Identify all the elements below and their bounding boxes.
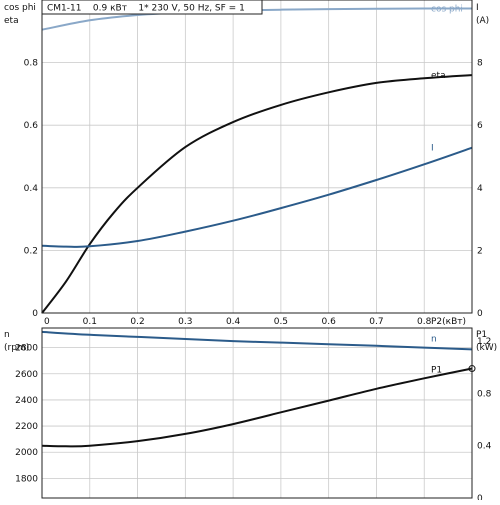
lower-right-tick-label: 0.4: [477, 442, 492, 452]
upper-right-tick-label: 8: [477, 59, 483, 69]
lower-right-tick-label: 0: [477, 494, 483, 500]
upper-tick-labels: 0 0.2 0.4 0.6 0.8 0 2 4 6 8 0 0.1 0.2 0.3 0.4 0.5 0.6 0.7…: [24, 59, 483, 327]
title-box: [41, 0, 263, 15]
lower-left-axis-label-rpm: (rpm): [4, 343, 29, 353]
upper-left-tick-label: 0.2: [24, 246, 38, 256]
lower-plot-frame: [41, 327, 473, 499]
left-axis-label-eta: eta: [4, 16, 19, 26]
upper-right-tick-label: 6: [477, 121, 483, 131]
lower-left-tick-label: 2400: [15, 396, 38, 406]
x-tick-label: 0.1: [83, 317, 97, 327]
upper-left-tick-label: 0.6: [24, 121, 39, 131]
series-label-eta: eta: [431, 71, 446, 81]
x-tick-label: 0.5: [274, 317, 288, 327]
x-tick-label: 0.8: [417, 317, 432, 327]
lower-right-axis-label-kw: (kW): [476, 343, 497, 353]
x-tick-label: 0.3: [178, 317, 192, 327]
upper-right-tick-label: 4: [477, 184, 483, 194]
lower-tick-labels: 1800 2000 2200 2400 2600 2800 0 0.4 0.8 1.2: [15, 337, 492, 504]
x-tick-label: 0.7: [369, 317, 383, 327]
upper-left-tick-label: 0.4: [24, 184, 39, 194]
x-tick-label: 0.2: [130, 317, 144, 327]
upper-plot-frame: [41, 0, 473, 314]
series-label-p1: P1: [431, 366, 442, 376]
x-tick-label: 0.4: [226, 317, 241, 327]
lower-left-tick-label: 1800: [15, 474, 38, 484]
series-line-i: [41, 146, 473, 248]
series-label-n: n: [431, 334, 437, 344]
upper-left-tick-label: 0: [32, 309, 38, 319]
upper-left-tick-label: 0.8: [24, 59, 39, 69]
lower-left-tick-label: 2200: [15, 422, 38, 432]
series-label-i: I: [431, 144, 434, 154]
upper-right-tick-label: 0: [477, 309, 483, 319]
lower-right-tick-label: 0.8: [477, 389, 492, 399]
left-axis-label-cosphi: cos phi: [4, 3, 36, 13]
lower-left-tick-label: 2000: [15, 448, 38, 458]
x-axis-label: P2(кВт): [431, 317, 466, 327]
x-tick-label: 0.6: [322, 317, 337, 327]
lower-right-tick-label: 1.2: [477, 337, 491, 347]
series-label-cos-phi: cos phi: [431, 4, 463, 14]
upper-series-labels: cos phi eta I: [431, 4, 463, 153]
lower-right-axis-label-p1: P1: [476, 330, 487, 340]
upper-right-tick-label: 2: [477, 246, 483, 256]
lower-left-tick-label: 2600: [15, 370, 38, 380]
series-line-p1: [41, 367, 473, 448]
lower-series-labels: n P1: [431, 334, 442, 375]
series-line-n: [41, 330, 473, 351]
right-axis-label-current-unit: (A): [476, 16, 489, 26]
upper-grid: [42, 0, 472, 313]
chart-title: CM1-11 0.9 кВт 1* 230 V, 50 Hz, SF = 1: [47, 4, 245, 14]
lower-left-axis-label-n: n: [4, 330, 10, 340]
lower-left-tick-label: 2800: [15, 344, 38, 354]
x-tick-label: 0: [44, 317, 50, 327]
right-axis-label-current: I: [476, 3, 479, 13]
